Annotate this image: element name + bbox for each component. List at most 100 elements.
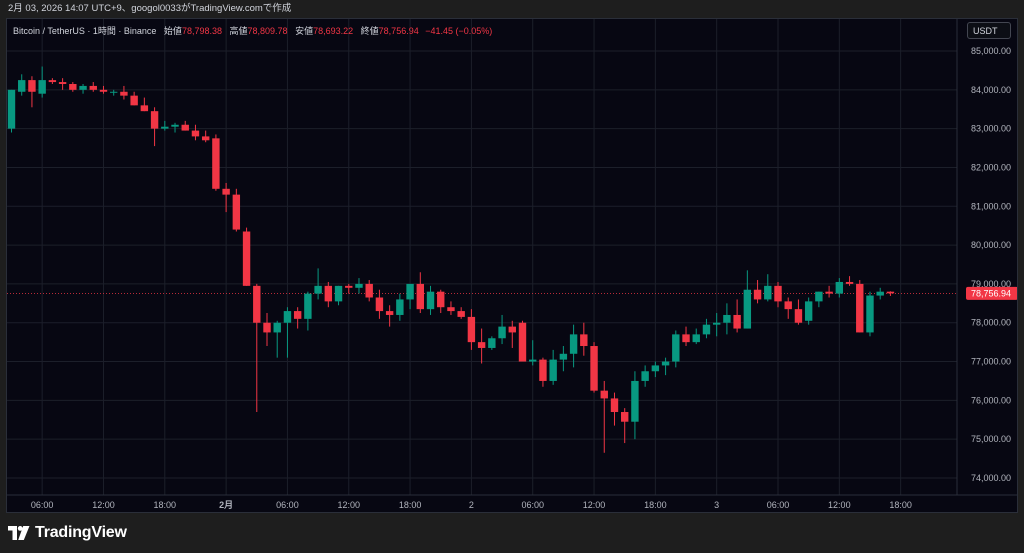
time-tick-label: 12:00 [92,500,115,510]
candle-body [365,283,373,298]
candle [283,307,292,358]
candle [764,274,772,302]
price-tick-label: 74,000.00 [971,473,1011,483]
currency-button[interactable]: USDT [967,22,1011,39]
candle-body [79,85,87,90]
time-tick-label: 3 [714,500,719,510]
candle [437,289,445,314]
price-axis[interactable]: 74,000.00 75,000.00 76,000.00 77,000.00 78,0… [956,19,1011,495]
candle [191,124,200,141]
last-price-tag: 78,756.94 [966,286,1017,300]
time-tick-label: 06:00 [276,500,299,510]
candle [886,291,895,296]
candle [28,76,36,108]
candle-body [69,83,77,90]
candle [396,293,404,321]
close-value: 78,756.94 [378,26,419,36]
candle [150,107,159,147]
time-tick-label: 18:00 [399,500,422,510]
candle-body [375,297,384,312]
candle-body [426,291,435,310]
candle [661,357,670,376]
candle [130,91,138,106]
candle-body [304,293,312,319]
candle-body [825,291,833,294]
candle-body [150,111,159,129]
candle [406,283,414,310]
time-tick-label: 12:00 [337,500,360,510]
candle [692,328,700,345]
candle [18,74,26,96]
candle-body [784,301,792,310]
close-label: 終値 [360,26,379,36]
open-value: 78,798.38 [181,26,222,36]
candle-body [406,283,414,300]
low-value: 78,693.22 [313,26,354,36]
candle-body [641,371,649,381]
candle [549,349,557,385]
symbol-title[interactable]: Bitcoin / TetherUS · 1時間 · Binance [13,26,157,36]
time-tick-label: 18:00 [154,500,177,510]
candle-body [764,285,772,300]
candle-body [723,314,731,323]
price-tick-label: 81,000.00 [971,201,1011,211]
candle-body [120,91,128,96]
candle-body [672,334,680,362]
candle-body [345,285,353,288]
candle-body [866,295,874,333]
candle-body [815,291,823,302]
time-axis[interactable]: 06:00 12:00 18:00 2月 06:00 12:00 18:00 2 06:00 12… [7,494,1017,510]
price-tick-label: 83,000.00 [971,124,1011,134]
candle [365,280,373,302]
candle [651,361,660,378]
candle-body [794,309,803,323]
tradingview-logo-icon [8,526,30,540]
price-tick-label: 79,000.00 [971,279,1011,289]
candle [702,318,711,339]
candle [529,340,537,366]
candle-body [508,326,516,333]
candle [89,82,97,92]
last-price-tag-background [966,286,1017,300]
candle [743,270,752,329]
candle [498,314,506,345]
candle [99,85,108,94]
candle [7,89,16,133]
chart-snapshot-caption: 2月 03, 2026 14:07 UTC+9、googol0033がTradi… [0,0,1024,18]
time-tick-label: 06:00 [521,500,544,510]
candle [539,357,547,387]
candle-body [130,95,138,106]
candle-body [733,314,741,329]
candle-body [7,89,16,129]
candle [201,130,210,143]
candle [48,78,57,84]
candle [69,82,77,92]
candle [518,320,527,362]
high-value: 78,809.78 [247,26,288,36]
time-tick-label: 12:00 [828,500,851,510]
candle-body [416,283,424,310]
candle [825,285,833,298]
candle [212,134,220,191]
candle [222,182,230,213]
candle [416,272,424,314]
price-tick-label: 82,000.00 [971,162,1011,172]
chart-panel[interactable]: 74,000.00 75,000.00 76,000.00 77,000.00 78,0… [6,18,1018,513]
candle [334,285,343,306]
time-tick-label: 18:00 [889,500,912,510]
candle [488,336,496,350]
price-tick-label: 75,000.00 [971,434,1011,444]
candle-body [28,80,36,92]
candle-body [334,285,343,302]
candle-body [447,307,455,312]
candle-body [355,283,363,288]
candle [253,283,261,413]
candle-body [477,342,486,348]
price-chart[interactable]: 74,000.00 75,000.00 76,000.00 77,000.00 78,0… [7,19,1017,512]
candle [815,291,823,308]
candle-body [58,82,67,84]
footer: TradingView [0,513,1024,553]
tradingview-logo[interactable]: TradingView [8,524,127,542]
candle [273,320,281,358]
candle-body [253,285,261,323]
